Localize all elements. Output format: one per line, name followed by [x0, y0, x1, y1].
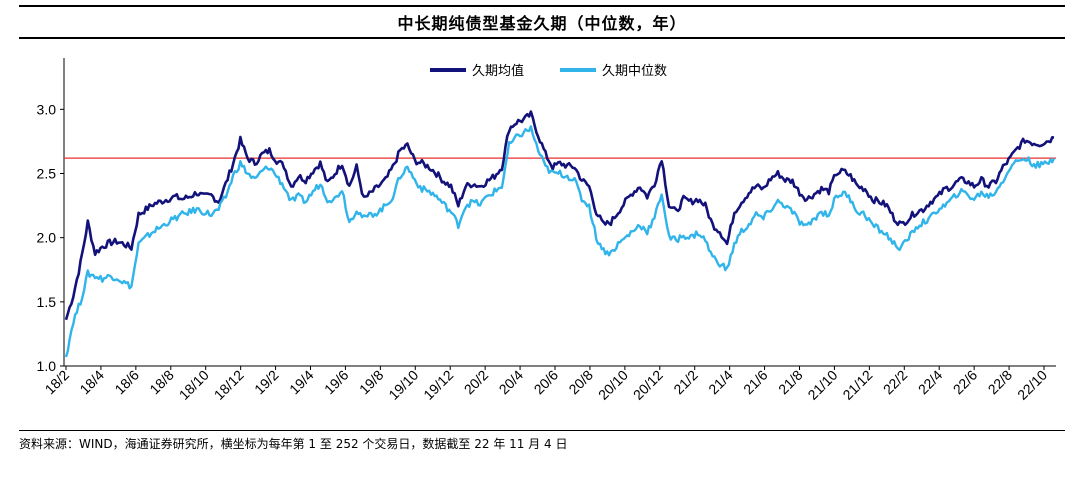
x-tick-label: 20/12 [630, 367, 666, 403]
x-tick-label: 18/10 [176, 367, 212, 403]
x-tick-label: 20/4 [496, 367, 527, 398]
x-tick-label: 20/8 [565, 367, 596, 398]
x-tick-label: 20/6 [531, 367, 562, 398]
x-tick-label: 19/6 [321, 367, 352, 398]
x-tick-label: 22/10 [1014, 367, 1050, 403]
x-tick-label: 22/4 [915, 367, 946, 398]
duration-line-chart: 1.01.52.02.53.018/2 18/4 18/6 18/818/1018/1… [37, 58, 1056, 403]
x-tick-label: 19/2 [251, 367, 282, 398]
x-tick-label: 21/8 [775, 367, 806, 398]
y-tick-label: 1.0 [37, 358, 57, 374]
x-tick-label: 20/2 [461, 367, 492, 398]
x-tick-label: 18/12 [211, 367, 247, 403]
x-tick-label: 21/4 [705, 367, 736, 398]
x-tick-label: 21/12 [839, 367, 875, 403]
series-line-median [64, 125, 1056, 358]
x-tick-label: 22/2 [880, 367, 911, 398]
x-tick-label: 19/10 [385, 367, 421, 403]
y-tick-label: 2.0 [37, 230, 57, 246]
chart-title: 中长期纯债型基金久期（中位数，年） [397, 14, 687, 33]
y-tick-label: 3.0 [37, 101, 57, 117]
x-tick-label: 18/6 [111, 367, 142, 398]
legend-label-median: 久期中位数 [602, 64, 667, 79]
source-note-bar: 资料来源：WIND，海通证券研究所，横坐标为每年第 1 至 252 个交易日，数… [19, 430, 1065, 452]
x-tick-label: 19/4 [286, 367, 317, 398]
x-tick-label: 21/2 [670, 367, 701, 398]
x-tick-label: 18/4 [76, 367, 107, 398]
x-tick-label: 21/10 [804, 367, 840, 403]
x-tick-label: 19/8 [356, 367, 387, 398]
x-tick-label: 22/8 [985, 367, 1016, 398]
x-tick-label: 20/10 [595, 367, 631, 403]
legend-label-mean: 久期均值 [472, 63, 524, 79]
source-note: 资料来源：WIND，海通证券研究所，横坐标为每年第 1 至 252 个交易日，数… [19, 437, 568, 451]
x-tick-label: 22/6 [950, 367, 981, 398]
y-tick-label: 2.5 [37, 166, 57, 182]
chart-title-bar: 中长期纯债型基金久期（中位数，年） [19, 5, 1065, 39]
y-tick-label: 1.5 [37, 294, 57, 310]
series-line-mean [64, 110, 1055, 321]
x-tick-label: 19/12 [420, 367, 456, 403]
x-tick-label: 21/6 [740, 367, 771, 398]
x-tick-label: 18/8 [146, 367, 177, 398]
